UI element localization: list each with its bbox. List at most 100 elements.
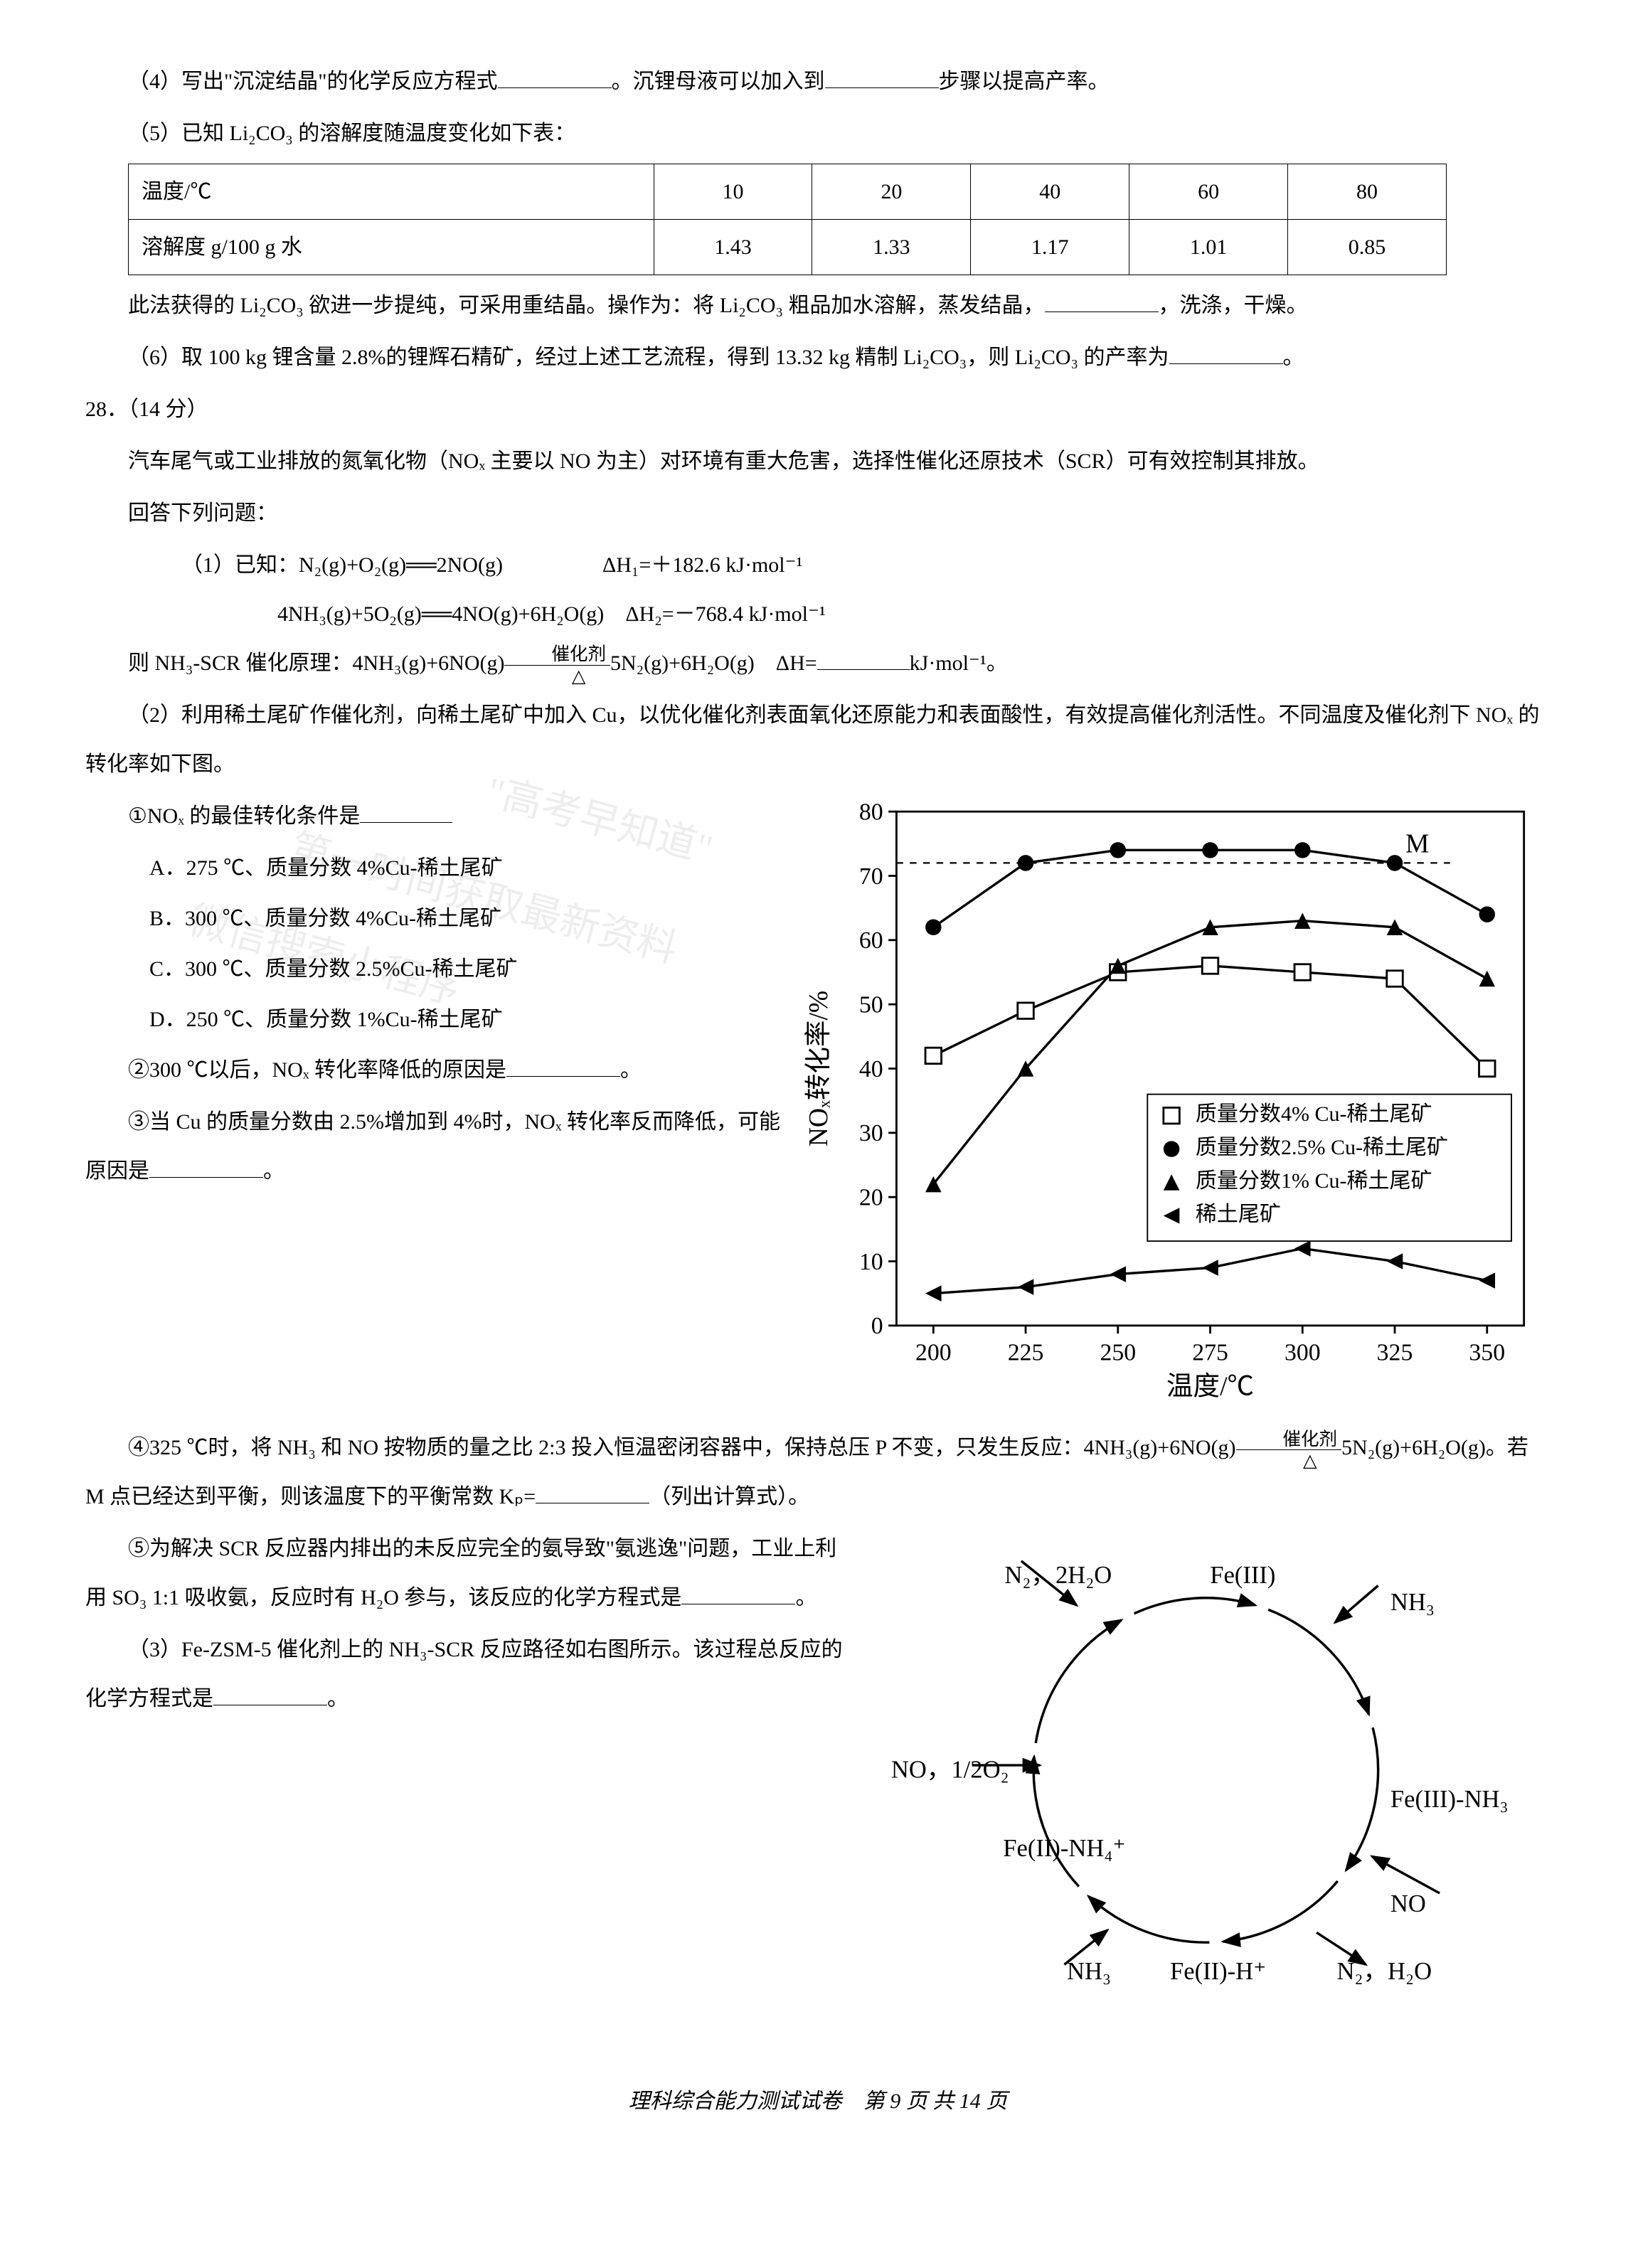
svg-text:30: 30: [859, 1120, 883, 1146]
q6-a: （6）取 100 kg 锂含量 2.8%的锂辉石精矿，经过上述工艺流程，得到 1…: [128, 346, 1169, 369]
blank: [498, 71, 612, 88]
svg-text:275: 275: [1192, 1340, 1228, 1366]
p1-unit: kJ·mol⁻¹。: [910, 651, 1008, 675]
q4-text: （4）写出"沉淀结晶"的化学反应方程式 。沉锂母液可以加入到 步骤以提高产率。: [85, 57, 1551, 106]
p1-intro: （1）已知：: [181, 553, 299, 577]
option-b: B．300 ℃、质量分数 4%Cu-稀土尾矿: [85, 894, 789, 943]
svg-text:Fe(II)-NH₄⁺: Fe(II)-NH₄⁺: [1003, 1836, 1125, 1863]
svg-text:0: 0: [871, 1313, 883, 1339]
s1: ①NOₓ 的最佳转化条件是: [85, 792, 789, 841]
q4-b: 。沉锂母液可以加入到: [612, 70, 825, 93]
svg-text:M: M: [1405, 829, 1429, 858]
svg-text:N₂，2H₂O: N₂，2H₂O: [1005, 1562, 1112, 1590]
answer-prompt: 回答下列问题：: [85, 489, 1551, 538]
blank: [1045, 295, 1159, 312]
cell: 0.85: [1288, 220, 1447, 275]
svg-text:质量分数4% Cu-稀土尾矿: 质量分数4% Cu-稀土尾矿: [1196, 1102, 1432, 1126]
cell: 1.33: [812, 220, 971, 275]
q6-text: （6）取 100 kg 锂含量 2.8%的锂辉石精矿，经过上述工艺流程，得到 1…: [85, 333, 1551, 382]
p1-conc-a: 则 NH₃-SCR 催化原理：4NH₃(g)+6NO(g): [128, 651, 504, 675]
q5-after-b: ，洗涤，干燥。: [1159, 294, 1308, 317]
chart-svg: 0 10 20 30 40 50 60 70 80 200 225 250 275 300 325 350 温度…: [803, 792, 1551, 1405]
cell: 1.01: [1129, 220, 1288, 275]
cycle-diagram: N₂，2H₂O Fe(III) NH₃ NO，1/2O₂ Fe(II)-NH₄⁺ Fe(I…: [861, 1524, 1551, 2034]
q6-b: 。: [1283, 346, 1304, 369]
svg-text:225: 225: [1008, 1340, 1044, 1366]
svg-text:50: 50: [859, 991, 883, 1018]
blank: [213, 1688, 327, 1705]
q28-intro: 汽车尾气或工业排放的氮氧化物（NOₓ 主要以 NO 为主）对环境有重大危害，选择…: [85, 437, 1551, 486]
svg-text:NH₃: NH₃: [1067, 1959, 1111, 1986]
table-row: 溶解度 g/100 g 水 1.43 1.33 1.17 1.01 0.85: [129, 220, 1447, 275]
table-row: 温度/℃ 10 20 40 60 80: [129, 164, 1447, 220]
option-d: D．250 ℃、质量分数 1%Cu-稀土尾矿: [85, 995, 789, 1044]
q5-after: 此法获得的 Li₂CO₃ 欲进一步提纯，可采用重结晶。操作为：将 Li₂CO₃ …: [85, 281, 1551, 330]
svg-text:NO，1/2O₂: NO，1/2O₂: [891, 1757, 1009, 1784]
blank: [360, 806, 452, 823]
svg-text:300: 300: [1285, 1340, 1321, 1366]
solubility-table: 温度/℃ 10 20 40 60 80 溶解度 g/100 g 水 1.43 1…: [128, 164, 1447, 275]
svg-text:Fe(II)-H⁺: Fe(II)-H⁺: [1170, 1959, 1266, 1986]
blank: [536, 1486, 649, 1503]
svg-text:200: 200: [915, 1340, 952, 1366]
cell: 1.43: [654, 220, 812, 275]
p1-conc-b: 5N₂(g)+6H₂O(g) ΔH=: [610, 651, 817, 675]
s5: ⑤为解决 SCR 反应器内排出的未反应完全的氨导致"氨逃逸"问题，工业上利用 S…: [85, 1524, 847, 1622]
svg-text:250: 250: [1100, 1340, 1136, 1366]
svg-text:N₂，H₂O: N₂，H₂O: [1337, 1959, 1432, 1986]
svg-text:80: 80: [859, 799, 883, 825]
eq1-right: ΔH₁=＋182.6 kJ·mol⁻¹: [503, 541, 803, 590]
s4: ④325 ℃时，将 NH₃ 和 NO 按物质的量之比 2:3 投入恒温密闭容器中…: [85, 1423, 1551, 1521]
svg-text:质量分数2.5% Cu-稀土尾矿: 质量分数2.5% Cu-稀土尾矿: [1196, 1136, 1448, 1159]
svg-text:350: 350: [1469, 1340, 1505, 1366]
blank: [825, 71, 939, 88]
q4-a: （4）写出"沉淀结晶"的化学反应方程式: [128, 70, 498, 93]
cell: 60: [1129, 164, 1288, 220]
p2-intro: （2）利用稀土尾矿作催化剂，向稀土尾矿中加入 Cu，以优化催化剂表面氧化还原能力…: [85, 691, 1551, 789]
option-c: C．300 ℃、质量分数 2.5%Cu-稀土尾矿: [85, 944, 789, 994]
blank: [149, 1161, 263, 1178]
catalyst-fraction: 催化剂△: [1236, 1430, 1342, 1470]
cell: 80: [1288, 164, 1447, 220]
blank: [681, 1587, 795, 1604]
nox-chart: 0 10 20 30 40 50 60 70 80 200 225 250 275 300 325 350 温度…: [803, 792, 1551, 1423]
svg-text:温度/℃: 温度/℃: [1166, 1371, 1254, 1401]
svg-text:20: 20: [859, 1184, 883, 1210]
svg-text:NO: NO: [1390, 1890, 1426, 1917]
q4-c: 步骤以提高产率。: [939, 70, 1110, 93]
svg-text:Fe(III): Fe(III): [1210, 1562, 1275, 1590]
svg-text:NOₓ转化率/%: NOₓ转化率/%: [804, 991, 834, 1146]
cell: 溶解度 g/100 g 水: [129, 220, 654, 275]
cell: 40: [971, 164, 1129, 220]
q5-intro: （5）已知 Li₂CO₃ 的溶解度随温度变化如下表：: [85, 109, 1551, 158]
cell: 1.17: [971, 220, 1129, 275]
svg-text:10: 10: [859, 1249, 883, 1275]
q5-after-a: 此法获得的 Li₂CO₃ 欲进一步提纯，可采用重结晶。操作为：将 Li₂CO₃ …: [128, 294, 1045, 317]
blank: [506, 1060, 620, 1077]
eq1-left: N₂(g)+O₂(g)══2NO(g): [299, 553, 503, 577]
svg-text:Fe(III)-NH₃: Fe(III)-NH₃: [1390, 1786, 1509, 1813]
eq2-left: 4NH₃(g)+5O₂(g)══4NO(g)+6H₂O(g): [277, 602, 604, 626]
cell: 20: [812, 164, 971, 220]
page-footer: 理科综合能力测试试卷 第 9 页 共 14 页: [85, 2077, 1551, 2126]
eq2: 4NH₃(g)+5O₂(g)══4NO(g)+6H₂O(g) ΔH₂=－768.…: [85, 590, 1551, 639]
eq1: （1）已知：N₂(g)+O₂(g)══2NO(g) ΔH₁=＋182.6 kJ·…: [85, 541, 1551, 590]
p1-conclusion: 则 NH₃-SCR 催化原理：4NH₃(g)+6NO(g)催化剂△5N₂(g)+…: [85, 639, 1551, 688]
s2: ②300 ℃以后，NOₓ 转化率降低的原因是。: [85, 1045, 789, 1095]
blank: [817, 653, 910, 670]
p3: （3）Fe-ZSM-5 催化剂上的 NH₃-SCR 反应路径如右图所示。该过程总…: [85, 1625, 847, 1723]
s3: ③当 Cu 的质量分数由 2.5%增加到 4%时，NOₓ 转化率反而降低，可能原…: [85, 1097, 789, 1196]
svg-text:质量分数1% Cu-稀土尾矿: 质量分数1% Cu-稀土尾矿: [1196, 1169, 1432, 1193]
option-a: A．275 ℃、质量分数 4%Cu-稀土尾矿: [85, 843, 789, 893]
cycle-svg: N₂，2H₂O Fe(III) NH₃ NO，1/2O₂ Fe(II)-NH₄⁺ Fe(I…: [861, 1524, 1551, 2016]
cell: 温度/℃: [129, 164, 654, 220]
q28-num: 28．（14 分）: [85, 385, 1551, 434]
svg-text:70: 70: [859, 863, 883, 890]
svg-text:40: 40: [859, 1056, 883, 1082]
svg-text:稀土尾矿: 稀土尾矿: [1196, 1203, 1281, 1226]
eq2-right: ΔH₂=－768.4 kJ·mol⁻¹: [604, 590, 826, 639]
catalyst-fraction: 催化剂△: [504, 645, 610, 685]
svg-text:NH₃: NH₃: [1390, 1590, 1435, 1617]
svg-text:325: 325: [1376, 1340, 1413, 1366]
svg-text:60: 60: [859, 927, 883, 954]
